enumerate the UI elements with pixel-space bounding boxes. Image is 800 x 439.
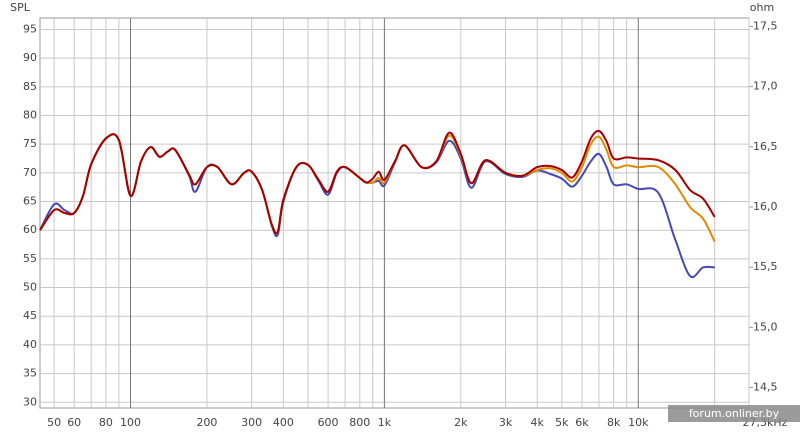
y2-tick-label: 15,0: [753, 320, 778, 333]
plot-area: [39, 17, 750, 409]
y-tick-label: 65: [23, 195, 37, 208]
y2-tick-label: 17,0: [753, 80, 778, 93]
x-tick-label: 400: [273, 416, 294, 429]
y-tick-label: 55: [23, 252, 37, 265]
y-tick-label: 40: [23, 338, 37, 351]
series-line: [39, 129, 716, 235]
y2-axis-label: ohm: [750, 1, 774, 14]
x-tick-label: 4k: [531, 416, 545, 429]
x-tick-label: 10k: [628, 416, 649, 429]
x-tick-label: 50: [47, 416, 61, 429]
x-tick-label: 5k: [555, 416, 569, 429]
y-tick-label: 50: [23, 281, 37, 294]
x-tick-label: 100: [120, 416, 141, 429]
x-tick-label: 80: [99, 416, 113, 429]
y-tick-label: 35: [23, 367, 37, 380]
x-tick-label: 600: [318, 416, 339, 429]
y-tick-label: 60: [23, 223, 37, 236]
y2-tick-label: 17,5: [753, 19, 778, 32]
x-tick-label: 300: [241, 416, 262, 429]
y2-tick-label: 16,5: [753, 140, 778, 153]
y-tick-label: 90: [23, 51, 37, 64]
y-tick-label: 45: [23, 309, 37, 322]
y2-tick-label: 15,5: [753, 260, 778, 273]
y-tick-label: 95: [23, 22, 37, 35]
watermark-bg: [668, 405, 800, 422]
y-tick-label: 30: [23, 395, 37, 408]
x-tick-label: 800: [349, 416, 370, 429]
x-tick-label: 8k: [607, 416, 621, 429]
y2-tick-label: 14,5: [753, 381, 778, 394]
y2-tick-label: 16,0: [753, 200, 778, 213]
x-tick-label: 200: [196, 416, 217, 429]
y-tick-label: 75: [23, 137, 37, 150]
x-tick-label: 2k: [454, 416, 468, 429]
x-tick-label: 1k: [378, 416, 392, 429]
x-tick-label: 60: [67, 416, 81, 429]
x-tick-label: 3k: [499, 416, 513, 429]
y-tick-label: 85: [23, 80, 37, 93]
watermark: forum.onliner.by: [689, 407, 780, 420]
x-tick-label: 6k: [575, 416, 589, 429]
y-axis-label: SPL: [10, 1, 31, 14]
y-tick-label: 80: [23, 109, 37, 122]
y-tick-label: 70: [23, 166, 37, 179]
